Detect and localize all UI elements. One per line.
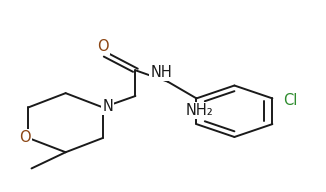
Text: O: O <box>97 39 109 54</box>
Text: O: O <box>19 130 31 145</box>
Text: NH: NH <box>151 65 172 80</box>
Text: N: N <box>102 99 113 114</box>
Text: Cl: Cl <box>283 93 297 108</box>
Text: NH₂: NH₂ <box>186 103 214 118</box>
